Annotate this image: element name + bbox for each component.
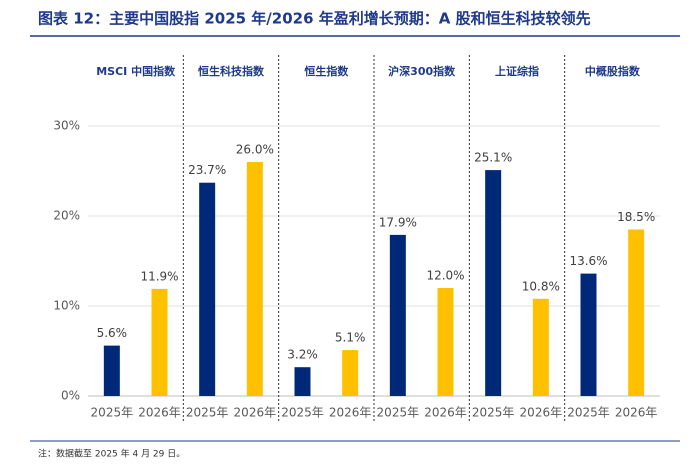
group-header: 上证综指	[495, 64, 539, 78]
value-label: 17.9%	[379, 215, 417, 229]
x-tick-label: 2025年	[281, 406, 324, 420]
x-tick-label: 2026年	[424, 406, 467, 420]
x-tick-label: 2025年	[567, 406, 610, 420]
group-header: MSCI 中国指数	[96, 64, 176, 78]
bar	[151, 288, 168, 396]
group-header: 恒生指数	[304, 64, 349, 78]
bar	[389, 234, 406, 396]
x-tick-label: 2025年	[91, 406, 134, 420]
x-tick-label: 2026年	[138, 406, 181, 420]
value-label: 12.0%	[426, 269, 464, 283]
value-label: 11.9%	[140, 269, 178, 283]
value-label: 18.5%	[617, 210, 655, 224]
y-tick-label: 10%	[53, 299, 80, 313]
y-tick-label: 0%	[61, 389, 80, 403]
x-tick-label: 2025年	[186, 406, 229, 420]
bar	[103, 345, 120, 396]
group-header: 沪深300指数	[388, 64, 456, 78]
note: 注：数据截至 2025 年 4 月 29 日。	[38, 448, 185, 460]
value-label: 13.6%	[569, 254, 607, 268]
x-tick-label: 2026年	[615, 406, 658, 420]
group-header: 恒生科技指数	[198, 64, 265, 78]
x-tick-label: 2026年	[234, 406, 277, 420]
y-tick-label: 30%	[53, 119, 80, 133]
x-tick-label: 2025年	[377, 406, 420, 420]
value-label: 26.0%	[236, 143, 274, 157]
group-header: 中概股指数	[585, 64, 641, 78]
value-label: 23.7%	[188, 163, 226, 177]
value-label: 10.8%	[522, 279, 560, 293]
value-label: 25.1%	[474, 151, 512, 165]
bar	[532, 298, 549, 396]
chart-title: 图表 12：主要中国股指 2025 年/2026 年盈利增长预期：A 股和恒生科…	[38, 10, 591, 28]
y-tick-label: 20%	[53, 209, 80, 223]
bar	[628, 229, 645, 396]
bar	[342, 350, 359, 396]
bar	[437, 288, 454, 396]
value-label: 5.1%	[335, 331, 366, 345]
x-tick-label: 2026年	[520, 406, 563, 420]
bar	[485, 170, 502, 396]
bar	[246, 162, 263, 396]
bar	[294, 367, 311, 396]
value-label: 5.6%	[97, 326, 128, 340]
x-tick-label: 2026年	[329, 406, 372, 420]
bar	[199, 182, 216, 396]
x-tick-label: 2025年	[472, 406, 515, 420]
value-label: 3.2%	[287, 348, 318, 362]
bar	[580, 273, 597, 396]
